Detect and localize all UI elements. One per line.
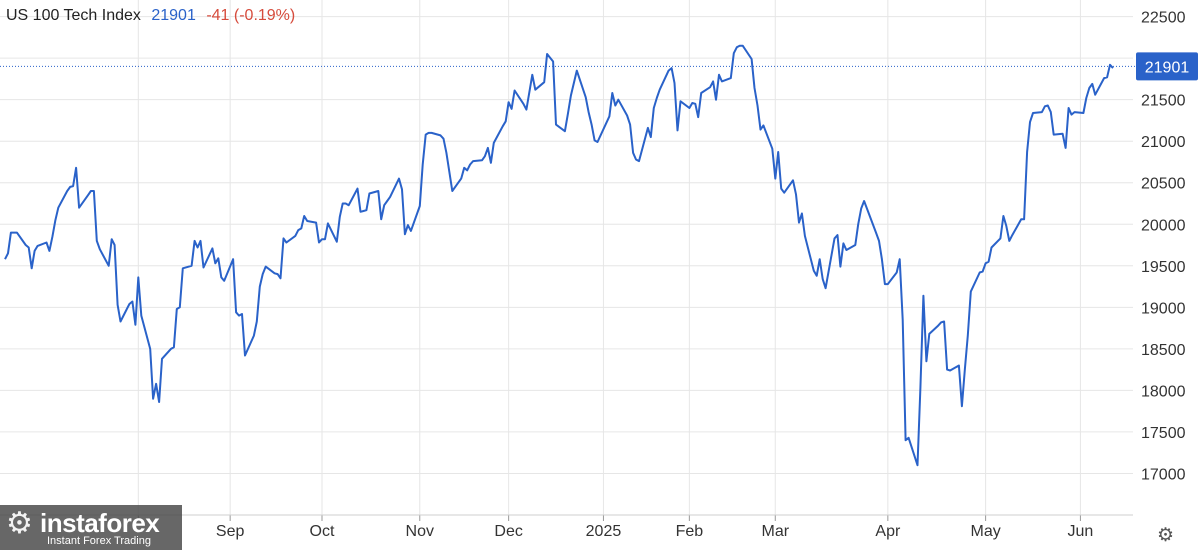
x-tick-label: May bbox=[970, 523, 1000, 540]
instrument-title: US 100 Tech Index bbox=[6, 7, 141, 24]
price-tag-box bbox=[1136, 52, 1198, 81]
y-tick-label: 18000 bbox=[1141, 383, 1186, 400]
price-change: -41 (-0.19%) bbox=[206, 7, 296, 24]
x-tick-label: Nov bbox=[406, 523, 434, 540]
y-tick-label: 19500 bbox=[1141, 259, 1186, 276]
last-price: 21901 bbox=[151, 7, 196, 24]
x-tick-label: Apr bbox=[875, 523, 901, 540]
price-tag-label: 21901 bbox=[1145, 59, 1190, 76]
y-tick-label: 18500 bbox=[1141, 342, 1186, 359]
x-tick-label: Mar bbox=[761, 523, 789, 540]
y-tick-label: 19000 bbox=[1141, 300, 1186, 317]
last-price-tag: 21901 bbox=[1136, 52, 1198, 81]
gear-icon: ⚙ bbox=[6, 507, 33, 540]
y-tick-label: 17500 bbox=[1141, 425, 1186, 442]
x-tick-label: Dec bbox=[494, 523, 522, 540]
x-tick-label: Oct bbox=[310, 523, 335, 540]
y-tick-label: 21500 bbox=[1141, 93, 1186, 110]
x-tick-label: 2025 bbox=[586, 523, 622, 540]
watermark-name: instaforex bbox=[40, 508, 160, 538]
watermark-tagline: Instant Forex Trading bbox=[47, 535, 151, 547]
price-series-line bbox=[4, 44, 1114, 467]
y-tick-label: 20000 bbox=[1141, 217, 1186, 234]
y-tick-label: 20500 bbox=[1141, 176, 1186, 193]
y-tick-label: 21000 bbox=[1141, 134, 1186, 151]
grid-lines bbox=[0, 0, 1133, 515]
gear-icon[interactable]: ⚙ bbox=[1157, 525, 1175, 546]
x-axis: Sep Oct Nov Dec 2025 Feb Mar Apr May Jun bbox=[0, 514, 1133, 540]
x-tick-label: Sep bbox=[216, 523, 245, 540]
chart-header: US 100 Tech Index 21901 -41 (-0.19%) bbox=[6, 7, 301, 25]
x-tick-label: Jun bbox=[1068, 523, 1094, 540]
x-tick-label: Feb bbox=[676, 523, 704, 540]
y-tick-label: 17000 bbox=[1141, 466, 1186, 483]
y-tick-label: 22500 bbox=[1141, 10, 1186, 27]
instaforex-watermark: ⚙ instaforex Instant Forex Trading bbox=[0, 505, 182, 550]
y-axis: 17000 17500 18000 18500 19000 19500 20000 20500… bbox=[1141, 10, 1186, 484]
